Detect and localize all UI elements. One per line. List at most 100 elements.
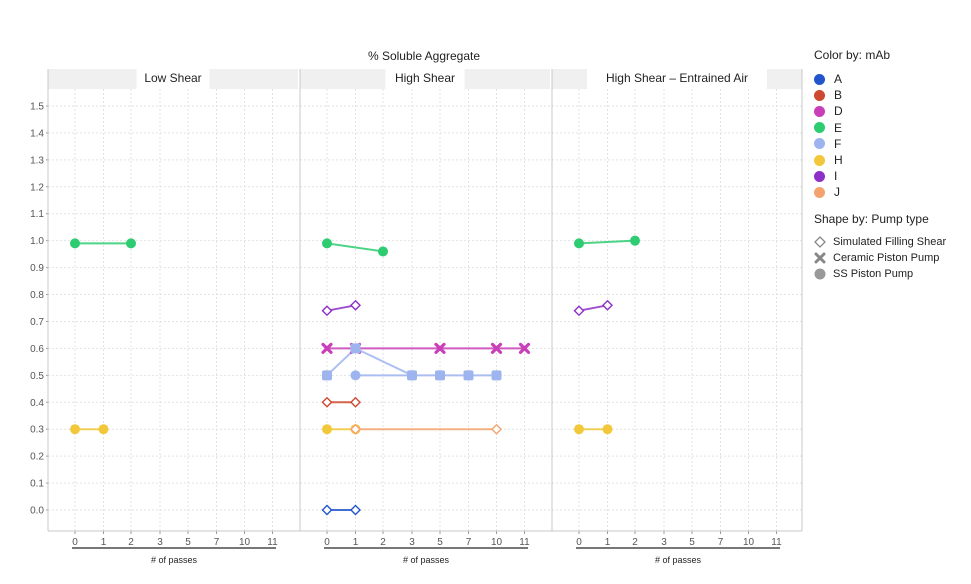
shape-legend-item: Ceramic Piston Pump	[814, 250, 971, 266]
data-point	[321, 342, 333, 354]
panel-title-bg	[385, 69, 465, 89]
data-point-stroke	[321, 342, 333, 354]
data-point	[574, 424, 584, 435]
x-tick-label: 2	[632, 537, 638, 548]
data-point-stroke	[490, 342, 503, 354]
x-tick-label: 1	[605, 537, 611, 548]
data-point	[407, 370, 417, 381]
shape-legend: Simulated Filling Shear Ceramic Piston Pu…	[814, 234, 971, 282]
y-tick-label: 1.5	[30, 102, 44, 113]
x-tick-label: 11	[267, 537, 278, 548]
color-legend-item: I	[814, 168, 971, 184]
x-tick-label: 3	[661, 537, 667, 548]
x-tick-label: 10	[491, 537, 503, 548]
shape-legend-item: SS Piston Pump	[814, 266, 971, 282]
color-legend-item: D	[814, 103, 971, 119]
data-point	[574, 238, 584, 249]
data-point	[350, 504, 361, 516]
x-tick-label: 11	[519, 537, 530, 548]
color-legend-item: H	[814, 152, 971, 168]
panel-title-bg	[136, 69, 210, 89]
data-point	[573, 305, 585, 317]
panel-title: High Shear – Entrained Air	[606, 71, 748, 85]
y-tick-label: 0.3	[30, 425, 44, 436]
legend-swatch	[814, 170, 825, 182]
data-point	[321, 504, 333, 516]
data-point	[490, 342, 503, 354]
legend-label: E	[834, 120, 843, 135]
color-legend-item: F	[814, 136, 971, 152]
series-line	[578, 239, 636, 245]
y-tick-label: 0.9	[30, 263, 44, 274]
chart-panels: 0.0 0.1 0.2 0.3 0.4 0.5 0.6 0.7 0.8 0.9 1.0 1.1 1.2 1…	[30, 69, 803, 565]
panel-title: High Shear	[395, 71, 455, 85]
x-tick-label: 7	[466, 537, 472, 548]
data-point	[322, 370, 332, 381]
shape-legend-item: Simulated Filling Shear	[814, 234, 971, 250]
data-point	[350, 299, 361, 311]
y-tick-label: 1.2	[30, 182, 44, 193]
y-tick-label: 1.4	[30, 128, 44, 139]
data-point	[126, 238, 136, 249]
legend-label: Ceramic Piston Pump	[833, 251, 940, 264]
x-tick-label: 2	[380, 537, 386, 548]
y-tick-label: 0.1	[30, 479, 44, 490]
diamond-open-icon	[814, 235, 826, 248]
data-point	[434, 342, 446, 354]
data-point	[518, 342, 531, 354]
data-point	[602, 299, 613, 311]
series-line	[326, 304, 356, 312]
color-legend-title: Color by: mAb	[814, 48, 891, 62]
legend-swatch	[814, 186, 825, 198]
y-tick-label: 0.5	[30, 371, 44, 382]
x-axis-label: # of passes	[403, 555, 450, 565]
x-tick-label: 1	[101, 537, 107, 548]
data-point	[463, 370, 474, 381]
cross-icon	[814, 252, 826, 263]
series-line	[578, 304, 608, 312]
legend-swatch	[814, 73, 825, 85]
y-tick-label: 0.4	[30, 398, 44, 409]
data-point	[435, 370, 445, 381]
color-legend-item: J	[814, 184, 971, 200]
legend-label: Simulated Filling Shear	[833, 235, 947, 248]
data-point	[322, 238, 332, 249]
color-legend-item: A	[814, 71, 971, 87]
data-point	[350, 396, 361, 408]
data-point-stroke	[434, 342, 446, 354]
x-tick-label: 0	[72, 537, 78, 548]
legend-label: B	[834, 88, 843, 103]
data-point	[350, 343, 361, 354]
data-point	[350, 423, 361, 435]
y-tick-label: 1.1	[30, 209, 44, 220]
panel-title-bg	[587, 69, 767, 89]
y-tick-label: 1.0	[30, 236, 44, 247]
y-tick-label: 0.8	[30, 290, 44, 301]
legend-label: A	[834, 72, 843, 86]
x-tick-label: 10	[239, 537, 251, 548]
y-tick-label: 0.6	[30, 344, 44, 355]
data-point	[322, 424, 332, 435]
legend-swatch	[814, 122, 825, 134]
x-tick-label: 3	[409, 537, 415, 548]
x-tick-label: 0	[576, 537, 582, 548]
x-tick-label: 7	[718, 537, 724, 548]
x-axis-label: # of passes	[655, 555, 702, 565]
legend-swatch	[814, 105, 825, 117]
legend-swatch	[814, 154, 825, 166]
data-point	[321, 305, 333, 317]
data-point	[70, 238, 80, 249]
legend-swatch	[814, 89, 825, 101]
legend-swatch	[814, 138, 825, 150]
x-tick-label: 1	[353, 537, 359, 548]
data-point	[602, 424, 613, 435]
y-tick-label: 1.3	[30, 155, 44, 166]
legend-label: D	[834, 104, 843, 119]
data-point	[70, 424, 80, 435]
x-tick-label: 10	[743, 537, 755, 548]
x-tick-label: 7	[214, 537, 220, 548]
chart-title: % Soluble Aggregate	[368, 49, 480, 63]
legend-label: H	[834, 152, 843, 167]
